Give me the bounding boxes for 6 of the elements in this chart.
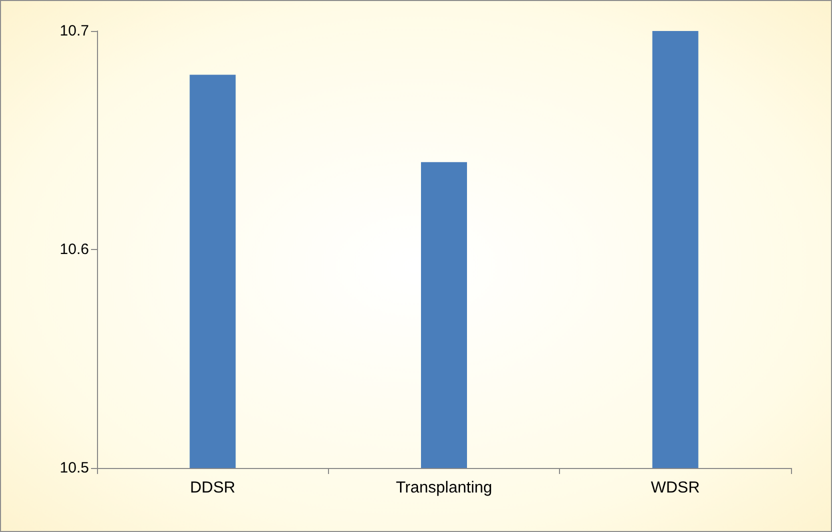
x-tick-label: DDSR [190, 480, 236, 496]
y-tick-label: 10.6 [60, 241, 89, 258]
x-tick-label: Transplanting [396, 480, 492, 496]
y-tick-label: 10.7 [60, 22, 89, 40]
x-tick-label: WDSR [650, 480, 700, 496]
y-tick-label: 10.5 [60, 460, 89, 476]
